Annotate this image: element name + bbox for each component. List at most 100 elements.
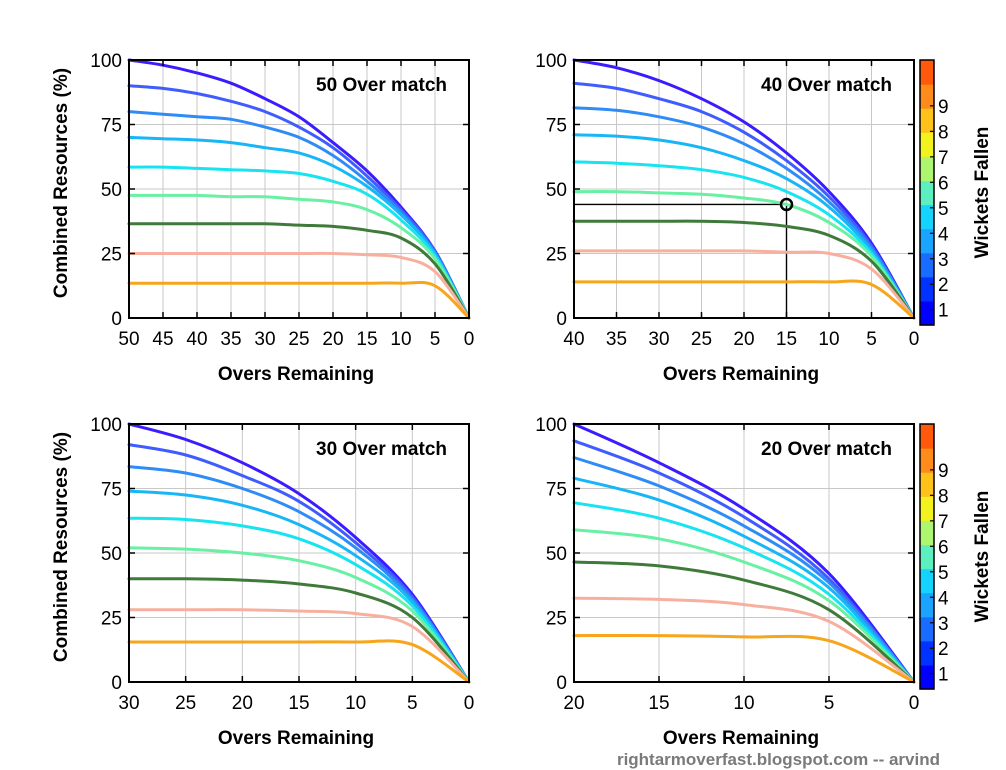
series-line-3-wkts bbox=[572, 133, 916, 320]
series-line-1-wkts bbox=[127, 84, 471, 320]
series-line-6-wkts bbox=[127, 222, 471, 320]
x-tick-label: 15 bbox=[776, 329, 797, 350]
series-line-3-wkts bbox=[127, 489, 471, 684]
x-tick-label: 0 bbox=[909, 329, 920, 350]
x-tick-label: 35 bbox=[606, 329, 627, 350]
x-tick-label: 30 bbox=[648, 329, 669, 350]
series-line-2-wkts bbox=[572, 106, 916, 320]
colorbar-tick-label: 5 bbox=[938, 563, 949, 584]
colorbar-label: Wickets Fallen bbox=[972, 491, 993, 623]
x-tick-label: 20 bbox=[232, 693, 253, 714]
y-tick-label: 50 bbox=[546, 544, 567, 565]
colorbar-segment bbox=[920, 204, 934, 230]
series-line-7-wkts bbox=[127, 251, 471, 320]
y-tick-label: 100 bbox=[90, 51, 122, 72]
colorbar-label: Wickets Fallen bbox=[972, 127, 993, 259]
colorbar-tick-label: 3 bbox=[938, 250, 949, 271]
y-tick-label: 0 bbox=[556, 673, 567, 694]
x-axis-label: Overs Remaining bbox=[663, 728, 819, 749]
series-line-7-wkts bbox=[572, 596, 916, 684]
x-tick-label: 20 bbox=[563, 693, 584, 714]
colorbar-segment bbox=[920, 84, 934, 109]
colorbar-segment bbox=[920, 544, 934, 570]
colorbar-tick-label: 9 bbox=[938, 461, 949, 482]
x-tick-label: 25 bbox=[288, 329, 309, 350]
series-line-5-wkts bbox=[572, 190, 916, 320]
x-tick-label: 40 bbox=[186, 329, 207, 350]
panel-title: 50 Over match bbox=[316, 75, 447, 96]
colorbar-segment bbox=[920, 132, 934, 157]
y-tick-label: 25 bbox=[101, 245, 122, 266]
x-tick-label: 50 bbox=[118, 329, 139, 350]
panel-title: 20 Over match bbox=[761, 439, 892, 460]
series-line-8-wkts bbox=[572, 633, 916, 684]
colorbar-segment bbox=[920, 228, 934, 254]
colorbar-segment bbox=[920, 180, 934, 206]
colorbar-segment bbox=[920, 108, 934, 133]
y-tick-label: 0 bbox=[111, 673, 122, 694]
colorbar-segment bbox=[920, 496, 934, 521]
colorbar-segment bbox=[920, 472, 934, 497]
series-line-7-wkts bbox=[572, 249, 916, 320]
colorbar-2: 1 2 3 4 5 6 7 8 9 Wickets Fallen bbox=[919, 423, 993, 690]
series-line-4-wkts bbox=[127, 165, 471, 320]
colorbar-1: 1 2 3 4 5 6 7 8 9 Wickets Fallen bbox=[919, 59, 993, 326]
y-axis-label: Combined Resources (%) bbox=[51, 68, 72, 298]
colorbar-segment bbox=[920, 252, 934, 278]
colorbar-tick-label: 7 bbox=[938, 148, 949, 169]
y-tick-label: 50 bbox=[101, 544, 122, 565]
panel-title: 30 Over match bbox=[316, 439, 447, 460]
x-tick-label: 5 bbox=[407, 693, 418, 714]
x-axis-label: Overs Remaining bbox=[218, 728, 374, 749]
x-tick-label: 10 bbox=[733, 693, 754, 714]
series-line-3-wkts bbox=[127, 135, 471, 320]
x-tick-label: 0 bbox=[464, 693, 475, 714]
series-line-8-wkts bbox=[127, 639, 471, 684]
y-tick-label: 25 bbox=[546, 245, 567, 266]
colorbar-tick-label: 2 bbox=[938, 639, 949, 660]
x-tick-label: 5 bbox=[430, 329, 441, 350]
x-tick-label: 0 bbox=[464, 329, 475, 350]
colorbar-frame bbox=[919, 59, 935, 326]
colorbars: 1 2 3 4 5 6 7 8 9 Wickets Fallen 1 2 3 4 5 6 7 8 9 Wickets … bbox=[919, 59, 993, 690]
y-tick-label: 50 bbox=[101, 180, 122, 201]
x-tick-label: 30 bbox=[254, 329, 275, 350]
series-line-6-wkts bbox=[127, 577, 471, 684]
x-axis-label: Overs Remaining bbox=[663, 364, 819, 385]
colorbar-tick-label: 2 bbox=[938, 275, 949, 296]
colorbar-segment bbox=[920, 276, 934, 302]
x-tick-label: 45 bbox=[152, 329, 173, 350]
colorbar-segment bbox=[920, 156, 934, 182]
x-tick-label: 15 bbox=[648, 693, 669, 714]
colorbar-segment bbox=[920, 592, 934, 618]
colorbar-tick-label: 1 bbox=[938, 665, 949, 686]
colorbar-tick-label: 8 bbox=[938, 486, 949, 507]
series-line-8-wkts bbox=[127, 280, 471, 320]
x-tick-label: 0 bbox=[909, 693, 920, 714]
y-tick-label: 25 bbox=[101, 609, 122, 630]
series-line-7-wkts bbox=[127, 608, 471, 684]
colorbar-tick-label: 8 bbox=[938, 122, 949, 143]
x-axis-label: Overs Remaining bbox=[218, 364, 374, 385]
colorbar-segment bbox=[920, 300, 934, 326]
series-line-5-wkts bbox=[127, 546, 471, 684]
x-tick-label: 10 bbox=[345, 693, 366, 714]
panel-title: 40 Over match bbox=[761, 75, 892, 96]
y-tick-label: 50 bbox=[546, 180, 567, 201]
series-line-4-wkts bbox=[127, 516, 471, 684]
colorbar-segment bbox=[920, 448, 934, 473]
series-line-0-wkts bbox=[572, 58, 916, 320]
series-line-1-wkts bbox=[572, 439, 916, 684]
x-tick-label: 20 bbox=[733, 329, 754, 350]
x-tick-label: 10 bbox=[390, 329, 411, 350]
series-line-5-wkts bbox=[127, 193, 471, 320]
colorbar-segment bbox=[920, 520, 934, 546]
marker-point bbox=[779, 197, 794, 212]
colorbar-tick-label: 6 bbox=[938, 173, 949, 194]
series-line-2-wkts bbox=[572, 456, 916, 684]
series-line-4-wkts bbox=[572, 160, 916, 320]
